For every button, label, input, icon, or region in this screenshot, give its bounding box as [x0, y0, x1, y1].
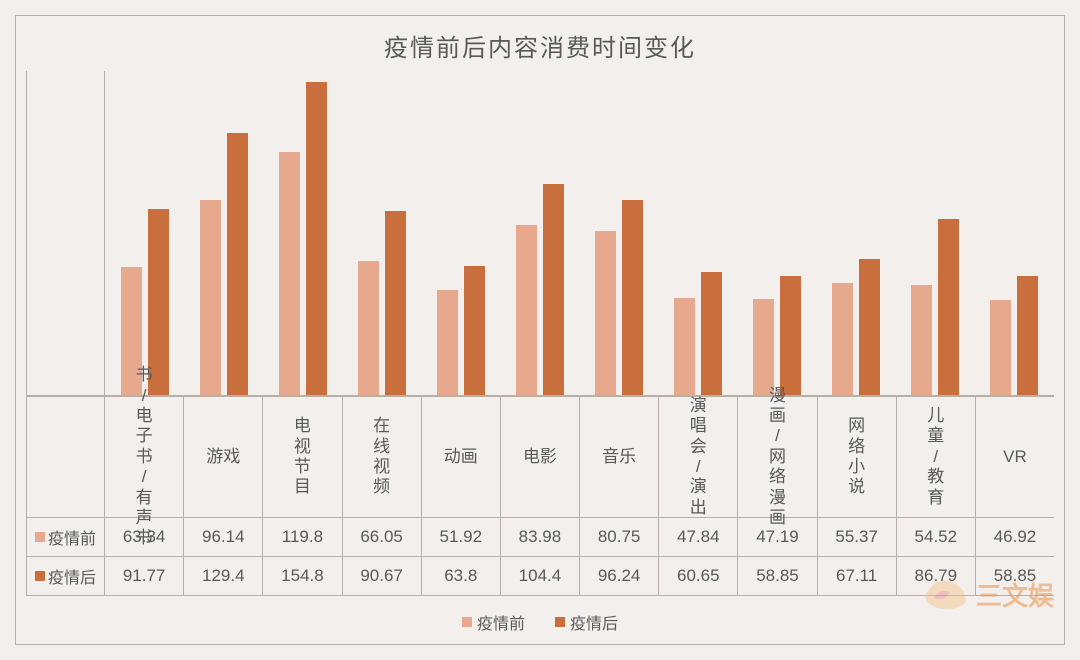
bar: [990, 300, 1011, 395]
data-cell: 63.8: [422, 557, 501, 595]
series-name-before: 疫情前: [48, 525, 96, 549]
category-cell: 在线视频: [343, 397, 422, 517]
data-cell: 96.14: [184, 518, 263, 556]
data-cell: 54.52: [897, 518, 976, 556]
chart-title: 疫情前后内容消费时间变化: [16, 16, 1064, 71]
bar-group: [105, 71, 184, 395]
data-cell: 67.11: [818, 557, 897, 595]
legend-label: 疫情后: [570, 610, 618, 634]
data-cell: 104.4: [501, 557, 580, 595]
data-cell: 63.34: [105, 518, 184, 556]
bar-group: [421, 71, 500, 395]
bar: [385, 211, 406, 395]
category-row: 书/电子书/有声书游戏电视节目在线视频动画电影音乐演唱会/演出漫画/网络漫画网络…: [27, 396, 1054, 517]
data-cell: 90.67: [343, 557, 422, 595]
data-cell: 46.92: [976, 518, 1054, 556]
category-cell: 网络小说: [818, 397, 897, 517]
data-cell: 91.77: [105, 557, 184, 595]
chart-container: 疫情前后内容消费时间变化 书/电子书/有声书游戏电视节目在线视频动画电影音乐演唱…: [15, 15, 1065, 645]
bars-area: [26, 71, 1054, 396]
data-cell: 55.37: [818, 518, 897, 556]
data-cell: 47.19: [738, 518, 817, 556]
bar: [674, 298, 695, 395]
category-cell: VR: [976, 397, 1054, 517]
bar: [1017, 276, 1038, 395]
data-cell: 58.85: [976, 557, 1054, 595]
bar: [780, 276, 801, 395]
bar-group: [184, 71, 263, 395]
category-cell: 游戏: [184, 397, 263, 517]
bar: [358, 261, 379, 395]
bar: [437, 290, 458, 395]
category-cell: 电视节目: [263, 397, 342, 517]
bar-group: [500, 71, 579, 395]
bar-group: [342, 71, 421, 395]
bar: [938, 219, 959, 395]
plot-area: 书/电子书/有声书游戏电视节目在线视频动画电影音乐演唱会/演出漫画/网络漫画网络…: [16, 71, 1064, 596]
category-cell: 音乐: [580, 397, 659, 517]
axis-spacer: [27, 71, 105, 395]
category-cell: 书/电子书/有声书: [105, 397, 184, 517]
bar: [543, 184, 564, 395]
data-cell: 154.8: [263, 557, 342, 595]
bar: [701, 272, 722, 395]
bar-group: [817, 71, 896, 395]
category-cell: 儿童/教育: [897, 397, 976, 517]
data-cell: 129.4: [184, 557, 263, 595]
data-cell: 96.24: [580, 557, 659, 595]
legend: 疫情前 疫情后: [16, 596, 1064, 644]
data-cell: 119.8: [263, 518, 342, 556]
category-cell: 演唱会/演出: [659, 397, 738, 517]
bar: [279, 152, 300, 395]
series-name-after: 疫情后: [48, 564, 96, 588]
data-cell: 51.92: [422, 518, 501, 556]
bar: [227, 133, 248, 395]
legend-item-before: 疫情前: [462, 610, 525, 634]
swatch-icon: [35, 532, 45, 542]
data-cell: 66.05: [343, 518, 422, 556]
data-table: 书/电子书/有声书游戏电视节目在线视频动画电影音乐演唱会/演出漫画/网络漫画网络…: [26, 396, 1054, 596]
bar: [911, 285, 932, 395]
swatch-icon: [555, 617, 565, 627]
category-cell: 漫画/网络漫画: [738, 397, 817, 517]
category-cell: 动画: [422, 397, 501, 517]
bar-group: [975, 71, 1054, 395]
series-label-after: 疫情后: [27, 557, 105, 595]
data-cell: 86.79: [897, 557, 976, 595]
bar: [753, 299, 774, 395]
bar-group: [896, 71, 975, 395]
data-cell: 47.84: [659, 518, 738, 556]
bar: [306, 82, 327, 395]
data-cell: 58.85: [738, 557, 817, 595]
swatch-icon: [462, 617, 472, 627]
series-row-before: 疫情前 63.3496.14119.866.0551.9283.9880.754…: [27, 517, 1054, 556]
bar: [832, 283, 853, 395]
bar: [595, 231, 616, 395]
bar: [464, 266, 485, 395]
legend-label: 疫情前: [477, 610, 525, 634]
data-cell: 83.98: [501, 518, 580, 556]
legend-item-after: 疫情后: [555, 610, 618, 634]
series-row-after: 疫情后 91.77129.4154.890.6763.8104.496.2460…: [27, 556, 1054, 595]
series-label-before: 疫情前: [27, 518, 105, 556]
category-row-label: [27, 397, 105, 517]
bar: [859, 259, 880, 395]
data-cell: 60.65: [659, 557, 738, 595]
bar-group: [263, 71, 342, 395]
bar-group: [579, 71, 658, 395]
bar-group: [659, 71, 738, 395]
category-cell: 电影: [501, 397, 580, 517]
bar: [200, 200, 221, 395]
data-cell: 80.75: [580, 518, 659, 556]
bar: [516, 225, 537, 395]
swatch-icon: [35, 571, 45, 581]
bar: [622, 200, 643, 395]
bar-group: [738, 71, 817, 395]
